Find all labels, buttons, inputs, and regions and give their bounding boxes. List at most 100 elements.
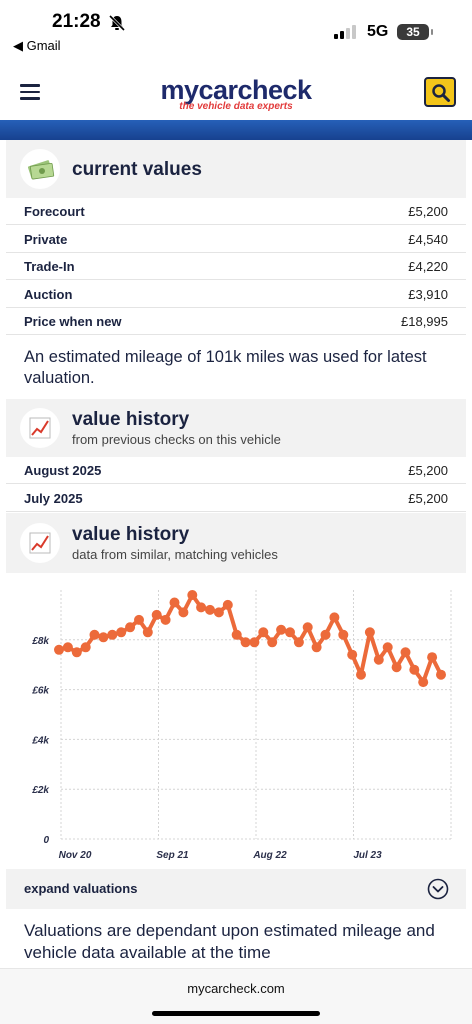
data-point	[205, 604, 215, 615]
data-point	[311, 642, 322, 653]
y-tick-label: £6k	[31, 686, 49, 697]
data-point	[391, 662, 402, 673]
x-tick-label: Nov 20	[59, 850, 92, 861]
data-point	[107, 629, 118, 640]
data-point	[285, 627, 295, 638]
browser-bottom-bar: mycarcheck.com	[0, 968, 472, 1024]
chart-trend-icon	[20, 523, 60, 563]
data-point	[116, 627, 127, 638]
value-label: Price when new	[24, 314, 122, 329]
data-point	[293, 637, 304, 648]
data-point	[258, 627, 269, 638]
value-history-checks-title: value history	[72, 409, 190, 430]
data-point	[98, 632, 109, 643]
value-label: Private	[24, 232, 68, 247]
value-amount: £4,540	[408, 232, 448, 247]
data-point	[302, 622, 313, 633]
data-point	[89, 629, 100, 640]
value-row-price-when-new: Price when new £18,995	[6, 308, 466, 335]
signal-icon	[334, 25, 356, 39]
history-amount: £5,200	[408, 463, 448, 478]
y-tick-label: £2k	[31, 785, 49, 796]
search-button[interactable]	[424, 77, 456, 107]
value-history-similar-subtitle: data from similar, matching vehicles	[72, 547, 278, 562]
y-tick-label: 0	[43, 835, 49, 846]
data-point	[125, 622, 136, 633]
brand-logo[interactable]: mycarcheck the vehicle data experts	[0, 76, 472, 112]
x-tick-label: Sep 21	[156, 850, 189, 861]
y-tick-label: £4k	[31, 735, 49, 746]
expand-valuations-bar[interactable]: expand valuations	[6, 869, 466, 909]
history-amount: £5,200	[408, 491, 448, 506]
home-indicator	[152, 1011, 320, 1016]
value-history-checks-subtitle: from previous checks on this vehicle	[72, 432, 281, 447]
data-point	[364, 627, 375, 638]
x-tick-label: Jul 23	[353, 850, 382, 861]
data-point	[240, 637, 251, 648]
data-point	[62, 642, 73, 653]
value-history-similar-header: value history data from similar, matchin…	[6, 513, 466, 573]
data-point	[409, 664, 420, 675]
value-row-trade-in: Trade-In £4,220	[6, 253, 466, 280]
back-to-app-link[interactable]: ◀ Gmail	[13, 38, 61, 53]
data-point	[54, 644, 64, 655]
status-bar: 21:28 ◀ Gmail 5G 35	[0, 0, 472, 62]
data-point	[71, 647, 82, 658]
data-point	[196, 602, 207, 613]
value-row-private: Private £4,540	[6, 226, 466, 253]
history-row-august-2025: August 2025 £5,200	[6, 457, 466, 484]
value-history-checks-header: value history from previous checks on th…	[6, 399, 466, 457]
value-amount: £18,995	[401, 314, 448, 329]
status-time: 21:28	[52, 11, 101, 32]
battery-icon: 35	[397, 24, 433, 40]
data-point	[400, 647, 411, 658]
hamburger-menu-icon[interactable]	[20, 84, 40, 100]
search-icon	[432, 84, 450, 102]
data-point	[169, 597, 180, 608]
data-point	[213, 607, 224, 618]
data-point	[160, 614, 171, 625]
money-icon	[20, 149, 60, 189]
hero-band	[0, 120, 472, 140]
valuation-disclaimer: Valuations are dependant upon estimated …	[24, 921, 435, 962]
current-values-header: current values	[6, 140, 466, 198]
brand-name: mycarcheck	[160, 75, 312, 105]
data-point	[267, 637, 278, 648]
expand-valuations-label: expand valuations	[24, 881, 138, 896]
data-point	[187, 590, 198, 600]
data-point	[231, 629, 242, 640]
value-amount: £4,220	[408, 259, 448, 274]
data-point	[151, 609, 162, 620]
value-row-forecourt: Forecourt £5,200	[6, 198, 466, 225]
brand-tagline: the vehicle data experts	[179, 101, 293, 112]
data-point	[178, 607, 189, 618]
history-row-july-2025: July 2025 £5,200	[6, 485, 466, 512]
data-point	[418, 677, 429, 688]
value-amount: £3,910	[408, 287, 448, 302]
network-label: 5G	[367, 23, 389, 40]
data-point	[142, 627, 153, 638]
value-history-chart: 0 £2k £4k £6k £8k Nov 20 Sep 21 Aug 22 Jul 23	[31, 590, 452, 861]
value-label: Forecourt	[24, 204, 85, 219]
y-tick-label: £8k	[31, 636, 49, 647]
data-point	[249, 637, 260, 648]
app-header: mycarcheck the vehicle data experts	[0, 62, 472, 120]
series-line	[57, 593, 443, 685]
data-point	[382, 642, 393, 653]
history-label: August 2025	[24, 463, 102, 478]
value-label: Trade-In	[24, 259, 75, 274]
data-point	[329, 612, 340, 623]
url-label[interactable]: mycarcheck.com	[187, 981, 285, 996]
data-point	[134, 614, 144, 625]
current-values-title: current values	[72, 159, 202, 180]
value-history-similar-title: value history	[72, 524, 190, 545]
data-point	[427, 652, 438, 663]
history-label: July 2025	[24, 491, 83, 506]
chevron-down-circle-icon[interactable]	[427, 878, 449, 900]
value-label: Auction	[24, 287, 73, 302]
data-point	[436, 669, 446, 680]
data-point	[320, 629, 331, 640]
mileage-note: An estimated mileage of 101k miles was u…	[24, 348, 427, 387]
value-row-auction: Auction £3,910	[6, 281, 466, 308]
value-amount: £5,200	[408, 204, 448, 219]
